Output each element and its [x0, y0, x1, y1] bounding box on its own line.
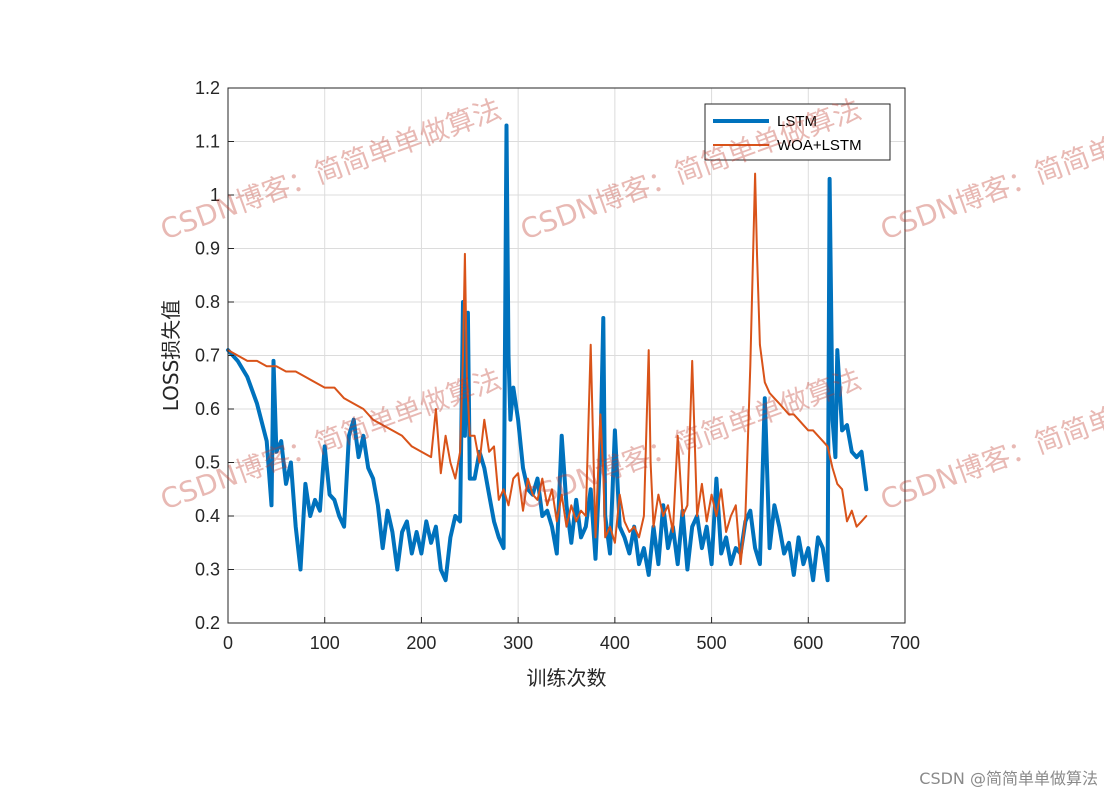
y-tick-label: 1.2: [195, 78, 220, 98]
legend: LSTM WOA+LSTM: [704, 103, 891, 161]
footer-credit: CSDN @简简单单做算法: [919, 769, 1098, 788]
legend-label-2: WOA+LSTM: [777, 137, 862, 154]
x-tick-label: 500: [697, 633, 727, 653]
y-tick-label: 0.2: [195, 613, 220, 633]
y-tick-label: 0.9: [195, 239, 220, 259]
x-axis-ticks: 0 100 200 300 400 500 600 700: [223, 617, 920, 653]
y-tick-label: 0.8: [195, 292, 220, 312]
series-line-1: [226, 123, 869, 583]
x-tick-label: 100: [310, 633, 340, 653]
series-group: [226, 123, 869, 583]
x-tick-label: 600: [793, 633, 823, 653]
x-tick-label: 700: [890, 633, 920, 653]
series-line-2: [227, 172, 868, 566]
x-axis-label: 训练次数: [527, 666, 607, 690]
y-tick-label: 0.6: [195, 399, 220, 419]
y-axis-label: LOSS损失值: [159, 300, 183, 412]
y-tick-label: 1: [210, 185, 220, 205]
y-tick-label: 0.7: [195, 346, 220, 366]
x-tick-label: 200: [406, 633, 436, 653]
x-tick-label: 300: [503, 633, 533, 653]
legend-label-1: LSTM: [777, 113, 817, 130]
x-tick-label: 400: [600, 633, 630, 653]
y-tick-label: 0.3: [195, 560, 220, 580]
y-tick-label: 1.1: [195, 132, 220, 152]
y-tick-label: 0.5: [195, 453, 220, 473]
x-tick-label: 0: [223, 633, 233, 653]
legend-box: [704, 103, 891, 161]
y-tick-label: 0.4: [195, 506, 220, 526]
y-axis-ticks: 0.2 0.3 0.4 0.5 0.6 0.7 0.8 0.9 1 1.1 1.2: [195, 78, 234, 633]
